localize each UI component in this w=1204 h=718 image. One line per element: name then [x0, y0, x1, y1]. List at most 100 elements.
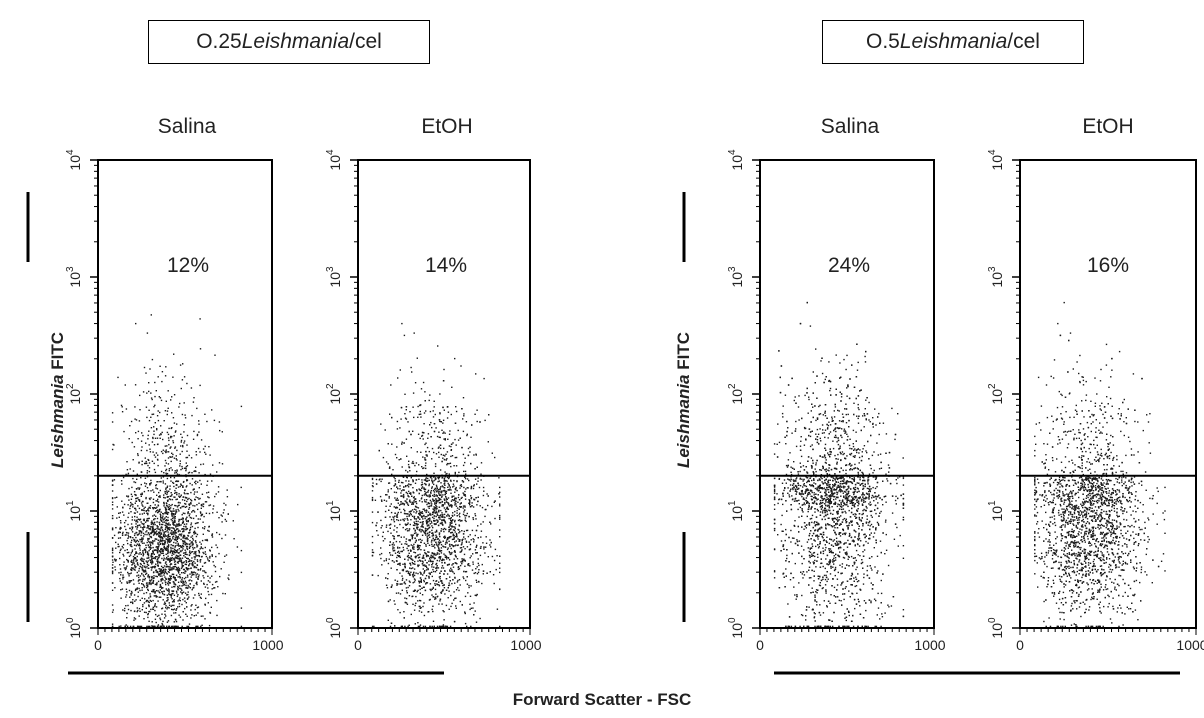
scatter-point — [193, 556, 195, 558]
scatter-point — [132, 579, 135, 581]
scatter-point — [425, 543, 427, 546]
scatter-point — [149, 507, 151, 509]
scatter-point — [388, 495, 390, 498]
scatter-point — [409, 499, 411, 501]
scatter-point — [151, 625, 154, 628]
scatter-point — [446, 515, 448, 517]
scatter-point — [160, 480, 162, 483]
scatter-point — [165, 516, 167, 518]
scatter-point — [429, 625, 431, 628]
scatter-point — [146, 519, 148, 522]
scatter-point — [418, 582, 421, 584]
scatter-point — [177, 589, 179, 591]
scatter-point — [124, 525, 126, 528]
scatter-point — [162, 593, 164, 595]
scatter-point — [152, 581, 154, 583]
scatter-point — [406, 603, 409, 605]
y-tick-label: 101 — [65, 500, 83, 522]
scatter-point — [184, 496, 187, 499]
scatter-point — [188, 579, 190, 582]
scatter-point — [435, 505, 437, 507]
scatter-point — [464, 612, 466, 615]
scatter-point — [118, 545, 120, 548]
scatter-point — [240, 405, 243, 408]
scatter-point — [157, 549, 159, 552]
scatter-point — [438, 553, 440, 555]
scatter-point — [126, 552, 129, 554]
scatter-point — [191, 478, 194, 480]
scatter-point — [167, 545, 169, 548]
scatter-point — [200, 483, 202, 485]
scatter-point — [409, 411, 411, 413]
scatter-point — [171, 586, 173, 588]
scatter-point — [142, 551, 144, 553]
scatter-point — [388, 497, 390, 499]
scatter-point — [140, 440, 143, 442]
scatter-point — [462, 505, 465, 507]
scatter-point — [465, 514, 468, 517]
scatter-point — [221, 463, 224, 465]
scatter-point — [167, 577, 170, 580]
scatter-point — [459, 551, 461, 553]
scatter-point — [228, 578, 230, 581]
scatter-point — [434, 463, 437, 465]
scatter-point — [408, 552, 410, 554]
scatter-point — [165, 566, 167, 568]
scatter-point — [390, 503, 392, 505]
scatter-point — [422, 568, 424, 570]
scatter-point — [420, 484, 423, 486]
scatter-point — [463, 536, 465, 538]
scatter-point — [133, 562, 135, 564]
scatter-point — [127, 504, 129, 506]
scatter-point — [182, 572, 185, 574]
scatter-point — [183, 442, 185, 444]
scatter-point — [163, 571, 165, 573]
scatter-point — [196, 544, 198, 546]
scatter-point — [131, 519, 133, 521]
scatter-point — [444, 522, 447, 524]
scatter-point — [474, 610, 476, 612]
scatter-point — [180, 518, 182, 520]
scatter-point — [137, 497, 139, 499]
scatter-point — [177, 558, 180, 560]
scatter-point — [156, 443, 159, 446]
scatter-point — [134, 554, 136, 556]
scatter-point — [447, 547, 449, 549]
scatter-point — [152, 606, 154, 608]
scatter-point — [438, 502, 441, 504]
scatter-point — [196, 564, 198, 566]
scatter-point — [403, 611, 405, 613]
scatter-point — [450, 519, 452, 522]
scatter-point — [423, 579, 425, 582]
scatter-point — [427, 568, 429, 571]
scatter-point — [424, 589, 427, 592]
scatter-point — [198, 472, 200, 474]
scatter-point — [434, 478, 436, 481]
scatter-point — [468, 548, 471, 551]
scatter-point — [439, 557, 441, 559]
scatter-point — [199, 479, 201, 482]
scatter-point — [426, 515, 428, 518]
scatter-point — [396, 580, 399, 582]
scatter-point — [398, 504, 401, 506]
scatter-point — [449, 525, 451, 527]
scatter-point — [415, 518, 417, 520]
scatter-point — [166, 573, 168, 575]
scatter-point — [167, 527, 169, 529]
scatter-point — [172, 625, 174, 628]
scatter-point — [425, 462, 427, 464]
scatter-point — [420, 489, 422, 492]
scatter-point — [194, 572, 197, 574]
scatter-point — [146, 416, 148, 419]
scatter-point — [200, 546, 202, 548]
scatter-point — [199, 497, 201, 500]
scatter-point — [375, 478, 378, 481]
scatter-point — [148, 444, 150, 446]
scatter-point — [114, 587, 116, 589]
scatter-point — [440, 530, 442, 532]
scatter-point — [444, 493, 446, 496]
scatter-point — [387, 491, 389, 493]
scatter-point — [200, 597, 202, 599]
scatter-point — [166, 526, 168, 528]
scatter-point — [153, 540, 156, 542]
